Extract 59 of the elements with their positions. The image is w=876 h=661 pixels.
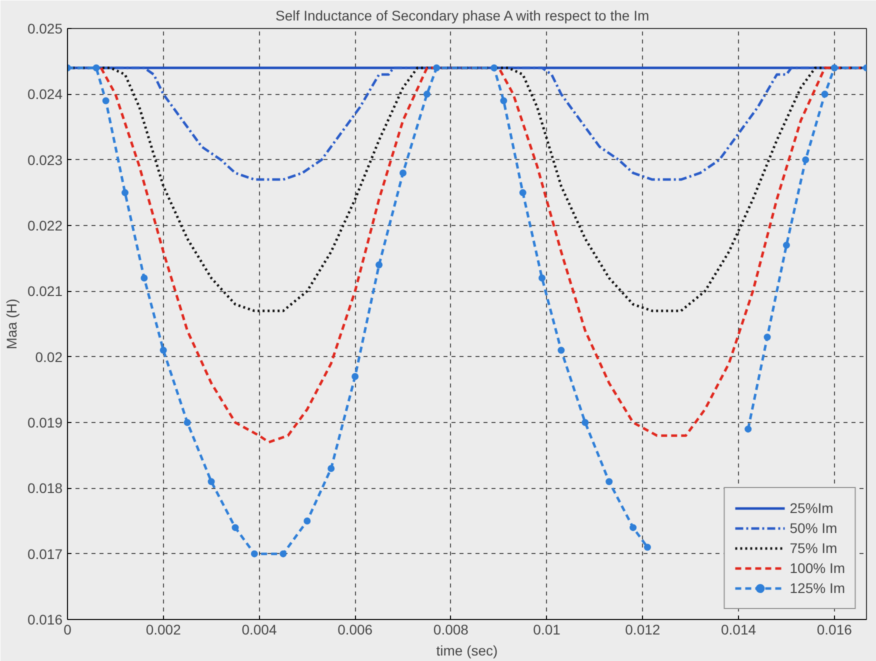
y-tick-label: 0.023 bbox=[27, 152, 63, 168]
point bbox=[184, 419, 191, 426]
point bbox=[160, 346, 167, 354]
point bbox=[250, 550, 258, 558]
y-tick-label: 0.022 bbox=[27, 218, 63, 234]
legend-label: 125% Im bbox=[790, 580, 845, 596]
point bbox=[102, 97, 110, 104]
x-tick-label: 0.014 bbox=[721, 622, 756, 638]
x-tick-label: 0.01 bbox=[533, 622, 561, 638]
x-tick-label: 0.006 bbox=[338, 622, 373, 638]
point bbox=[558, 346, 565, 354]
point bbox=[582, 419, 589, 426]
y-tick-label: 0.024 bbox=[27, 86, 63, 102]
x-tick-label: 0.012 bbox=[625, 622, 660, 638]
point bbox=[821, 90, 828, 98]
x-tick-label: 0.004 bbox=[242, 622, 277, 638]
chart-title: Self Inductance of Secondary phase A with respect to the Im bbox=[276, 8, 650, 24]
legend-label: 75% Im bbox=[790, 540, 838, 556]
x-tick-label: 0.008 bbox=[433, 622, 469, 638]
y-tick-label: 0.016 bbox=[27, 612, 63, 628]
x-tick-label: 0.016 bbox=[816, 622, 852, 638]
legend-label: 50% Im bbox=[790, 520, 838, 536]
x-tick-label: 0 bbox=[64, 622, 72, 638]
point bbox=[744, 426, 752, 433]
point bbox=[92, 64, 100, 72]
point bbox=[538, 274, 546, 282]
point bbox=[304, 518, 311, 524]
legend-label: 25%Im bbox=[790, 500, 834, 516]
point bbox=[606, 478, 613, 486]
y-tick-label: 0.019 bbox=[27, 414, 63, 430]
point bbox=[280, 550, 287, 558]
point bbox=[140, 274, 148, 282]
point bbox=[122, 189, 129, 196]
point bbox=[802, 156, 810, 164]
legend-label: 100% Im bbox=[790, 560, 845, 576]
point bbox=[830, 64, 838, 72]
x-tick-label: 0.002 bbox=[146, 622, 182, 638]
point bbox=[232, 524, 239, 532]
point bbox=[208, 478, 215, 486]
y-tick-label: 0.025 bbox=[27, 20, 63, 36]
point bbox=[490, 64, 498, 72]
x-axis-title: time (sec) bbox=[436, 642, 498, 658]
point bbox=[519, 189, 526, 196]
point bbox=[400, 169, 407, 176]
point bbox=[630, 524, 637, 532]
point bbox=[328, 464, 335, 472]
y-axis-title: Maa (H) bbox=[3, 298, 20, 350]
point bbox=[352, 373, 359, 380]
y-tick-label: 0.021 bbox=[27, 283, 63, 300]
point bbox=[764, 334, 771, 341]
point bbox=[376, 261, 383, 268]
y-tick-label: 0.017 bbox=[27, 546, 63, 562]
point bbox=[423, 90, 430, 98]
point bbox=[433, 64, 440, 72]
y-tick-label: 0.02 bbox=[35, 348, 63, 365]
y-tick-label: 0.018 bbox=[27, 480, 63, 496]
point bbox=[644, 544, 651, 551]
point bbox=[782, 242, 790, 249]
point bbox=[500, 97, 508, 104]
